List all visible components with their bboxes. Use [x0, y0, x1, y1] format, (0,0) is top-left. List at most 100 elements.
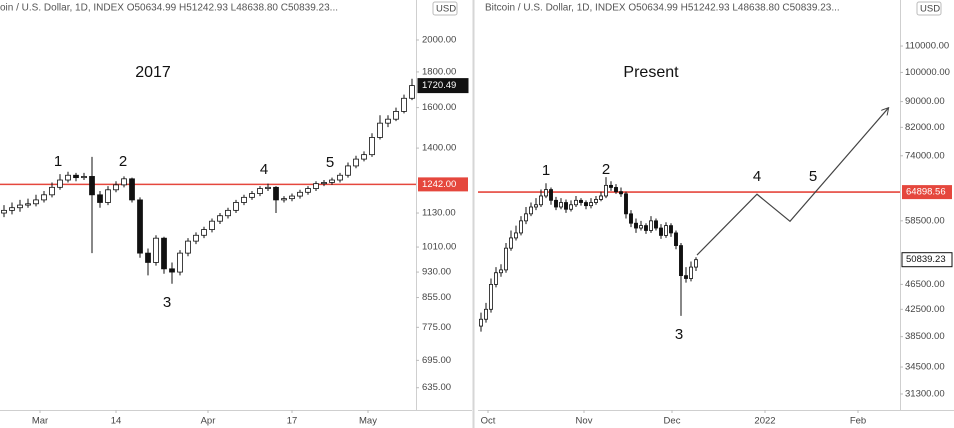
- candle-body: [385, 118, 391, 124]
- candle-body: [644, 225, 648, 231]
- y-tick-label: 855.00: [422, 292, 451, 303]
- candle-body: [201, 229, 207, 236]
- candle-body: [579, 199, 583, 203]
- candle-body: [81, 176, 87, 179]
- candle-body: [121, 178, 127, 186]
- chart-title: Present: [623, 64, 679, 81]
- candle-body: [169, 268, 175, 273]
- candle-body: [494, 272, 498, 285]
- wave-label: 4: [260, 161, 268, 178]
- candle-body: [524, 213, 528, 222]
- candle-body: [313, 183, 319, 189]
- last-price-box: [417, 78, 469, 94]
- x-tick-label: Feb: [850, 416, 866, 427]
- wave-label: 1: [542, 162, 550, 179]
- candle-body: [193, 234, 199, 242]
- wave-label: 3: [675, 326, 683, 343]
- candle-body: [594, 199, 598, 203]
- y-tick-label: 38500.00: [905, 331, 945, 342]
- candle-body: [659, 227, 663, 236]
- candle-body: [409, 85, 415, 99]
- candle-body: [25, 203, 31, 206]
- level-label: 1242.00: [422, 179, 456, 190]
- wave-label: 2: [119, 153, 127, 170]
- candle-body: [321, 182, 327, 185]
- candle-body: [599, 195, 603, 200]
- candle-body: [604, 184, 608, 197]
- candle-body: [504, 247, 508, 271]
- candle-body: [624, 193, 628, 215]
- candle-body: [559, 202, 563, 208]
- y-tick-label: 1800.00: [422, 66, 456, 77]
- currency-box: [432, 1, 458, 16]
- candle-body: [297, 191, 303, 197]
- candle-body: [509, 237, 513, 249]
- candle-body: [9, 207, 15, 211]
- candle-body: [353, 158, 359, 167]
- candle-body: [265, 186, 271, 189]
- candle-body: [629, 213, 633, 224]
- candle-body: [489, 283, 493, 310]
- candle-body: [679, 245, 683, 277]
- x-tick-label: 2022: [754, 416, 775, 427]
- candle-body: [153, 237, 159, 263]
- x-tick-label: Dec: [664, 416, 681, 427]
- candle-body: [393, 111, 399, 120]
- wave-label: 1: [54, 153, 62, 170]
- last-price-label: 1720.49: [422, 80, 456, 91]
- candle-body: [1, 209, 7, 214]
- candle-body: [669, 225, 673, 234]
- candle-body: [654, 220, 658, 229]
- chart-panel: oin / U.S. Dollar, 1D, INDEX O50634.99 H…: [0, 0, 472, 427]
- chart-panel: Bitcoin / U.S. Dollar, 1D, INDEX O50634.…: [478, 0, 954, 427]
- candle-body: [225, 209, 231, 217]
- candle-body: [499, 269, 503, 274]
- candle-body: [41, 194, 47, 201]
- candle-body: [257, 188, 263, 194]
- x-tick-label: 17: [287, 416, 298, 427]
- candle-body: [649, 220, 653, 231]
- y-tick-label: 695.00: [422, 355, 451, 366]
- candle-body: [584, 202, 588, 207]
- candle-body: [564, 202, 568, 210]
- candle-body: [177, 252, 183, 273]
- level-label-box: [902, 185, 952, 200]
- last-price-label: 50839.23: [906, 254, 946, 265]
- candle-body: [554, 199, 558, 208]
- currency-box: [916, 1, 942, 16]
- wave-label: 3: [163, 294, 171, 311]
- candle-body: [113, 184, 119, 191]
- candle-body: [17, 204, 23, 209]
- level-label-box: [418, 177, 468, 192]
- candle-body: [129, 178, 135, 201]
- candle-body: [73, 174, 79, 179]
- y-tick-label: 1400.00: [422, 143, 456, 154]
- x-tick-label: Mar: [32, 416, 48, 427]
- candle-body: [609, 184, 613, 188]
- candle-body: [89, 176, 95, 196]
- candle-body: [33, 199, 39, 205]
- y-tick-label: 635.00: [422, 382, 451, 393]
- projection-path: [696, 108, 888, 256]
- symbol-header: oin / U.S. Dollar, 1D, INDEX O50634.99 H…: [0, 3, 338, 14]
- candle-body: [289, 195, 295, 200]
- y-tick-label: 42500.00: [905, 304, 945, 315]
- candle-body: [209, 220, 215, 230]
- x-tick-label: Oct: [481, 416, 496, 427]
- candle-body: [345, 165, 351, 176]
- candle-body: [544, 189, 548, 197]
- wave-label: 4: [753, 168, 761, 185]
- candle-body: [664, 225, 668, 236]
- candle-body: [569, 204, 573, 210]
- candle-body: [694, 259, 698, 268]
- candle-body: [273, 186, 279, 201]
- y-tick-label: 58500.00: [905, 215, 945, 226]
- candle-body: [401, 97, 407, 112]
- x-tick-label: Apr: [201, 416, 216, 427]
- candle-body: [305, 188, 311, 193]
- candle-body: [639, 225, 643, 229]
- symbol-header: Bitcoin / U.S. Dollar, 1D, INDEX O50634.…: [485, 3, 840, 14]
- candle-body: [614, 187, 618, 193]
